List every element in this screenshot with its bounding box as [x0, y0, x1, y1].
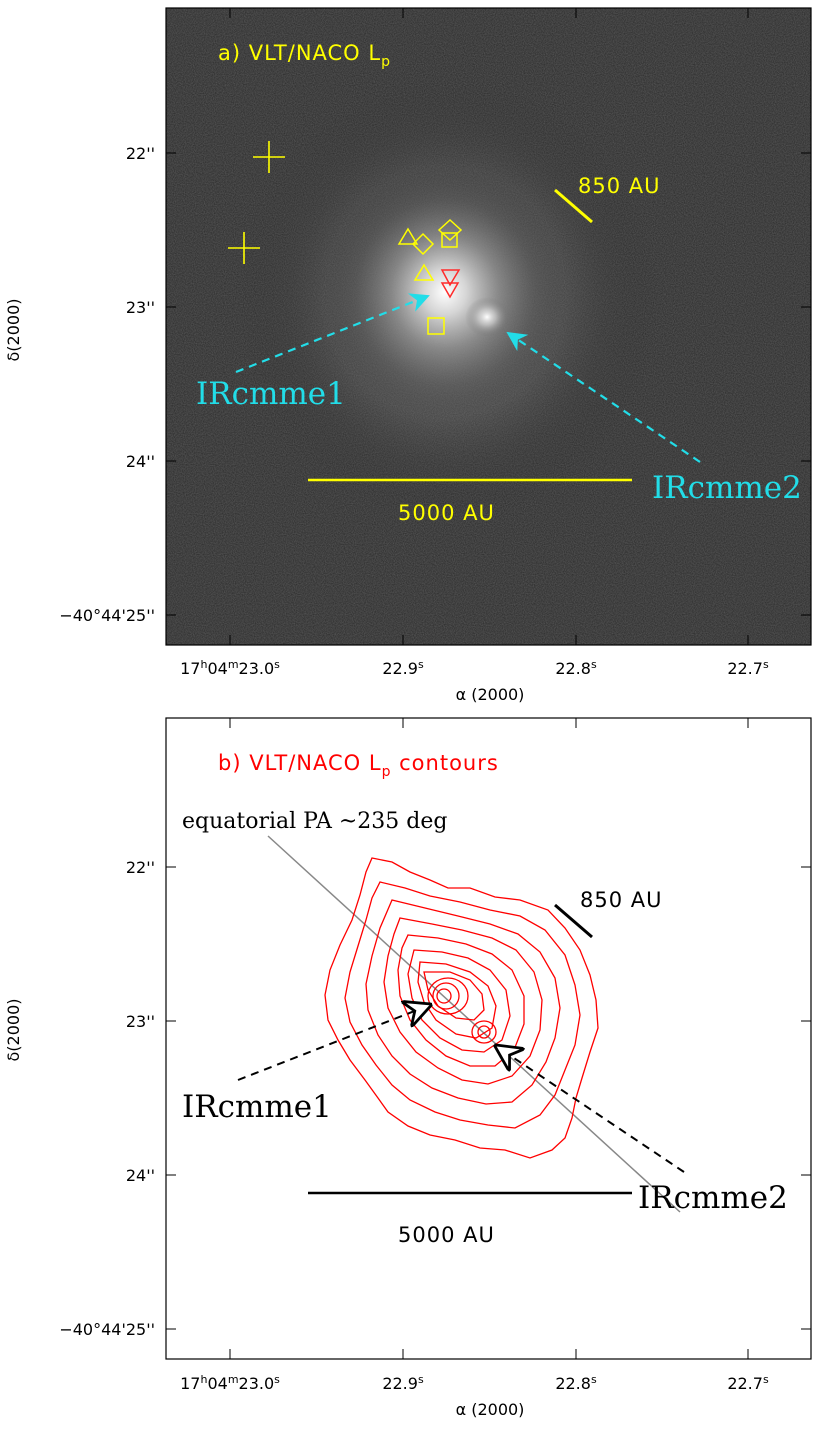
panel-a-frame	[165, 7, 812, 646]
triangle-marker	[413, 263, 435, 281]
cross-marker-2	[228, 232, 260, 264]
contour-peak2	[477, 1025, 491, 1039]
dec-tick-label: −40°44'25''	[59, 606, 155, 625]
down-triangle-marker	[440, 282, 460, 299]
square-marker	[427, 317, 445, 335]
panel-a-title: a) VLT/NACO Lp	[218, 41, 391, 70]
ra-tick-label: 22.8s	[555, 1373, 597, 1393]
source2-label: IRcmme2	[638, 1180, 788, 1216]
dec-tick-label: 22''	[126, 858, 155, 877]
source1-label: IRcmme1	[182, 1089, 332, 1125]
dec-tick-label: −40°44'25''	[59, 1320, 155, 1339]
source2-arrow	[496, 1046, 685, 1173]
ra-tick-label: 17h04m23.0s	[180, 1373, 280, 1393]
scale-bar-850au	[554, 188, 593, 224]
source2-label: IRcmme2	[652, 470, 802, 506]
scale-label-5000au: 5000 AU	[398, 501, 495, 525]
panel-b-title: b) VLT/NACO Lp contours	[218, 751, 499, 780]
ra-tick-label: 22.9s	[382, 1373, 424, 1393]
down-triangle-marker	[440, 269, 461, 287]
source1-arrow	[235, 293, 430, 374]
x-axis-label: α (2000)	[456, 1400, 525, 1419]
ra-tick-label: 22.7s	[727, 1373, 769, 1393]
scale-label-5000au: 5000 AU	[398, 1223, 495, 1247]
dec-tick-label: 23''	[126, 1012, 155, 1031]
ra-tick-label: 17h04m23.0s	[180, 658, 280, 678]
panel-b: b) VLT/NACO Lp contours equatorial PA ~2…	[4, 717, 812, 1419]
scale-label-850au: 850 AU	[580, 888, 663, 912]
contour	[417, 961, 497, 1039]
ra-tick-label: 22.7s	[727, 658, 769, 678]
equatorial-pa-line	[267, 835, 681, 1213]
y-axis-label: δ(2000)	[4, 299, 23, 362]
source2-glow	[465, 297, 509, 337]
panel-b-ticks	[166, 718, 811, 1359]
contour	[365, 899, 561, 1105]
triangle-marker	[397, 227, 419, 245]
cross-marker-1	[253, 141, 285, 173]
source1-label: IRcmme1	[196, 376, 346, 412]
dec-tick-label: 23''	[126, 298, 155, 317]
source2-arrow	[506, 331, 701, 463]
contour	[383, 917, 543, 1085]
y-axis-label: δ(2000)	[4, 999, 23, 1062]
ra-tick-label: 22.9s	[382, 658, 424, 678]
equatorial-pa-label: equatorial PA ~235 deg	[182, 809, 447, 834]
contour	[344, 881, 581, 1129]
panel-a: a) VLT/NACO Lp 850 AU IRcmme1 IRcmme2	[4, 7, 812, 704]
diamond-marker	[437, 218, 463, 242]
dec-tick-label: 22''	[126, 144, 155, 163]
source1-markers	[397, 218, 463, 335]
scale-bar-850au	[554, 903, 593, 939]
x-axis-label: α (2000)	[456, 685, 525, 704]
panel-b-frame	[165, 717, 812, 1360]
contour-peak	[427, 977, 469, 1015]
panel-a-ticks	[166, 8, 811, 645]
contour-peak2	[471, 1020, 497, 1044]
scale-label-850au: 850 AU	[578, 174, 661, 198]
contour-outer	[324, 857, 599, 1159]
dec-tick-label: 24''	[126, 1166, 155, 1185]
dec-tick-label: 24''	[126, 452, 155, 471]
square-marker	[441, 232, 458, 248]
contour-peak	[432, 982, 460, 1010]
ra-tick-label: 22.8s	[555, 658, 597, 678]
contour-peak	[436, 988, 452, 1004]
source1-arrow	[237, 1005, 430, 1081]
diamond-marker	[411, 232, 435, 256]
nebula-glow	[325, 167, 565, 417]
